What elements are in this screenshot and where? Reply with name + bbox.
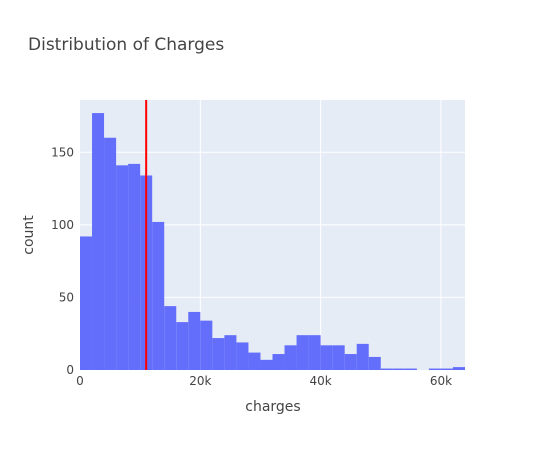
histogram-bar[interactable] xyxy=(152,221,165,370)
histogram-bar[interactable] xyxy=(200,320,213,370)
y-tick-label: 100 xyxy=(51,218,74,232)
x-tick-label: 20k xyxy=(189,374,211,388)
y-tick-label: 50 xyxy=(59,290,74,304)
histogram-bar[interactable] xyxy=(272,354,285,370)
histogram-bar[interactable] xyxy=(296,335,309,370)
x-tick-label: 60k xyxy=(430,374,452,388)
histogram-bar[interactable] xyxy=(248,352,261,370)
histogram-bar[interactable] xyxy=(320,345,333,370)
x-tick-label: 0 xyxy=(76,374,84,388)
histogram-bar[interactable] xyxy=(392,368,405,370)
histogram-bar[interactable] xyxy=(128,163,141,370)
histogram-bar[interactable] xyxy=(356,343,369,370)
histogram-bar[interactable] xyxy=(188,311,201,370)
histogram-bar[interactable] xyxy=(212,338,225,370)
histogram-bar[interactable] xyxy=(104,137,117,370)
y-axis-ticks: 0 50 100 150 xyxy=(51,145,74,377)
histogram-bar[interactable] xyxy=(80,236,93,370)
histogram-bar[interactable] xyxy=(404,368,417,370)
chart-title: Distribution of Charges xyxy=(28,35,224,55)
histogram-bar[interactable] xyxy=(428,368,441,370)
histogram-bar[interactable] xyxy=(440,368,453,370)
histogram-bar[interactable] xyxy=(260,359,273,370)
histogram-bar[interactable] xyxy=(224,335,237,370)
histogram-bar[interactable] xyxy=(164,306,177,370)
y-tick-label: 150 xyxy=(51,145,74,159)
y-tick-label: 0 xyxy=(66,363,74,377)
histogram-bar[interactable] xyxy=(308,335,321,370)
histogram-bar[interactable] xyxy=(236,342,249,370)
histogram-bar[interactable] xyxy=(176,322,189,370)
x-axis-label: charges xyxy=(245,399,300,415)
histogram-bar[interactable] xyxy=(344,354,357,370)
histogram-bar[interactable] xyxy=(380,368,393,370)
y-axis-label: count xyxy=(21,215,37,255)
histogram-bar[interactable] xyxy=(116,165,129,370)
histogram-bar[interactable] xyxy=(284,345,297,370)
histogram-bar[interactable] xyxy=(332,345,345,370)
x-axis-ticks: 0 20k 40k 60k xyxy=(76,374,452,388)
histogram-bar[interactable] xyxy=(452,367,465,370)
histogram-bar[interactable] xyxy=(368,356,381,370)
x-tick-label: 40k xyxy=(310,374,332,388)
histogram-bar[interactable] xyxy=(92,113,105,370)
